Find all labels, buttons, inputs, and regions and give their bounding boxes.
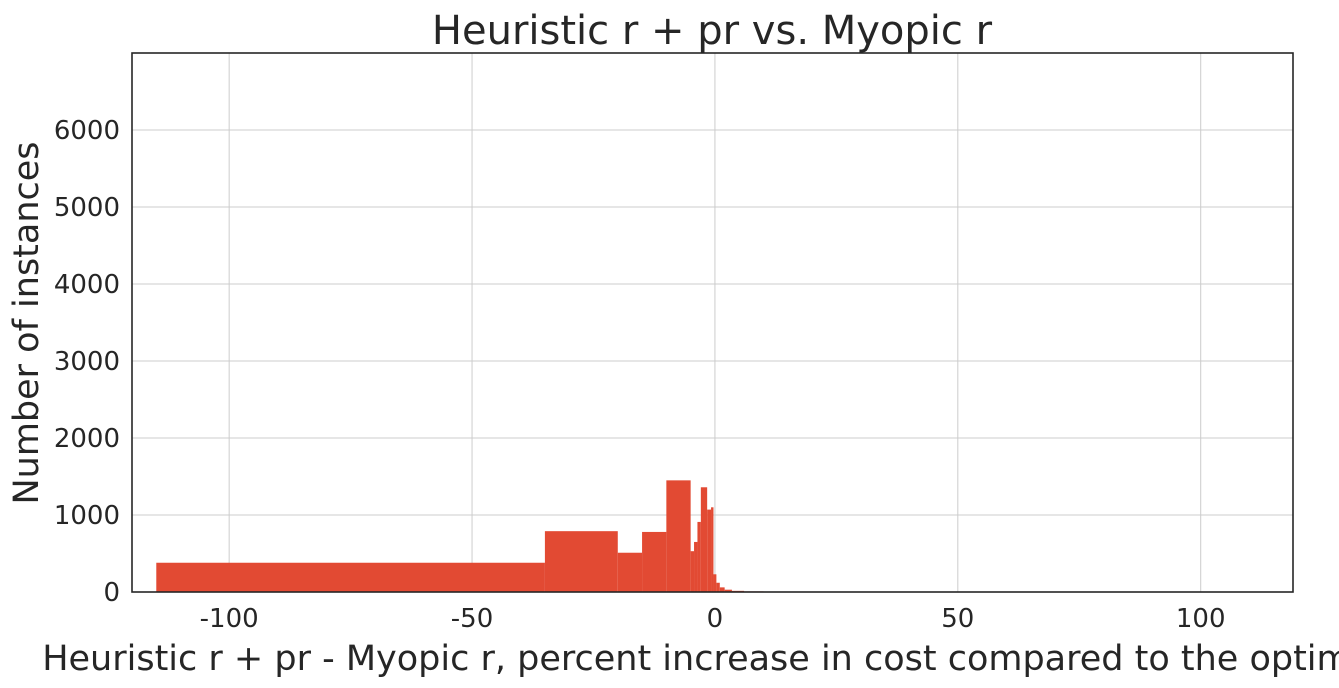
histogram-bar: [716, 582, 720, 592]
histogram-bar: [642, 531, 667, 592]
y-tick-label: 0: [103, 578, 120, 608]
chart-title: Heuristic r + pr vs. Myopic r: [432, 8, 993, 54]
histogram-bar: [700, 487, 708, 592]
x-tick-label: -50: [451, 604, 493, 634]
x-tick-label: 100: [1176, 604, 1226, 634]
y-tick-label: 2000: [54, 424, 120, 454]
x-tick-label: 0: [707, 604, 724, 634]
histogram-bar: [690, 551, 695, 592]
y-tick-labels: 0 1000 2000 3000 4000 5000 6000: [54, 116, 120, 608]
plot-frame: [131, 52, 1294, 593]
histogram-bar: [724, 589, 732, 592]
y-tick-label: 6000: [54, 116, 120, 146]
histogram-bar: [719, 587, 725, 592]
x-axis-label: Heuristic r + pr - Myopic r, percent inc…: [42, 639, 1339, 679]
histogram-bar: [544, 531, 618, 592]
histogram-bar: [694, 541, 698, 592]
histogram-bar: [711, 507, 714, 592]
histogram-bar: [156, 562, 545, 592]
x-tick-label: -100: [200, 604, 259, 634]
x-tick-labels: -100 -50 0 50 100: [200, 604, 1226, 634]
histogram-bar: [713, 574, 717, 592]
bars: [156, 480, 1250, 593]
histogram-bar: [617, 552, 643, 592]
y-tick-label: 5000: [54, 193, 120, 223]
y-tick-label: 1000: [54, 501, 120, 531]
y-tick-label: 3000: [54, 347, 120, 377]
y-tick-label: 4000: [54, 270, 120, 300]
x-tick-label: 50: [941, 604, 974, 634]
y-axis-label: Number of instances: [7, 141, 47, 504]
histogram-bar: [707, 509, 712, 592]
histogram-bar: [697, 521, 701, 592]
histogram-bar: [666, 480, 691, 592]
